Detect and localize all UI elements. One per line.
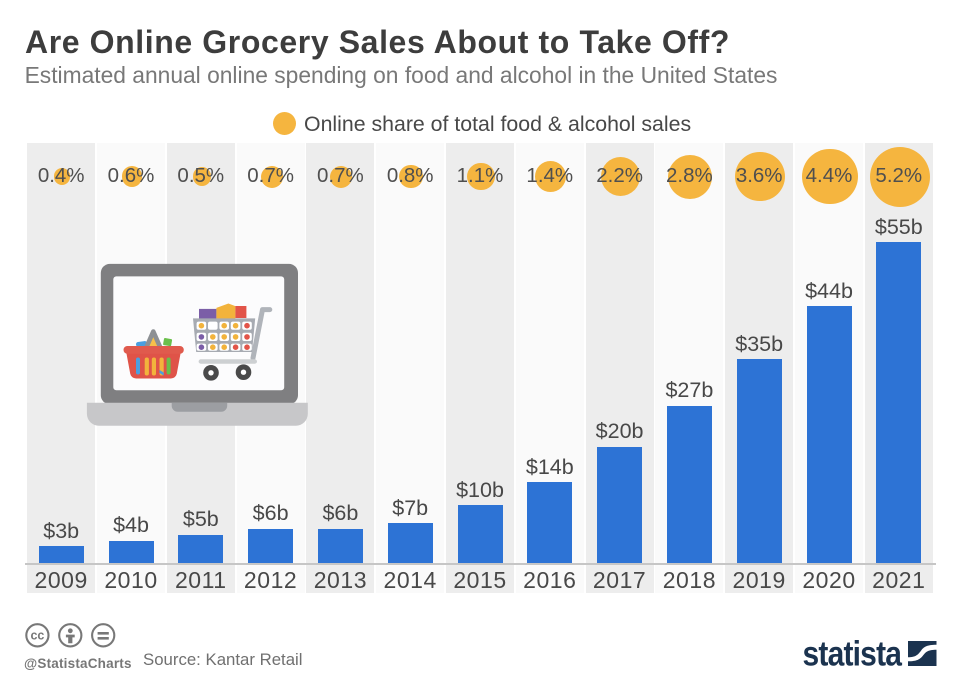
svg-text:cc: cc: [30, 629, 44, 643]
